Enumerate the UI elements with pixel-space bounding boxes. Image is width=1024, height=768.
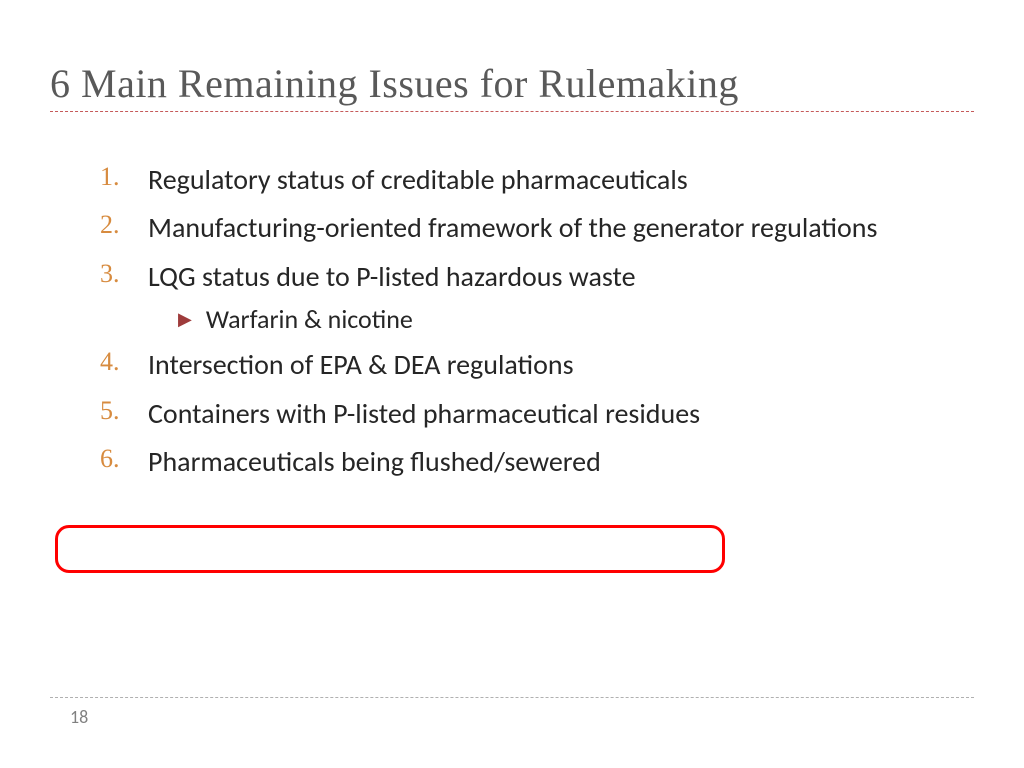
list-text: Pharmaceuticals being flushed/sewered — [148, 444, 974, 480]
list-number: 4. — [100, 347, 120, 377]
list-text: Intersection of EPA & DEA regulations — [148, 347, 974, 383]
list-number: 6. — [100, 444, 120, 474]
numbered-list: 1. Regulatory status of creditable pharm… — [50, 162, 974, 480]
list-number: 5. — [100, 396, 120, 426]
list-item: 5. Containers with P-listed pharmaceutic… — [118, 396, 974, 432]
sub-text: Warfarin & nicotine — [206, 303, 413, 335]
list-item: 6. Pharmaceuticals being flushed/sewered — [118, 444, 974, 480]
page-number: 18 — [70, 706, 88, 728]
list-item: 3. LQG status due to P-listed hazardous … — [118, 259, 974, 335]
triangle-bullet-icon: ▶ — [178, 308, 192, 330]
footer-divider — [50, 697, 974, 698]
title-underline — [50, 111, 974, 112]
list-text: LQG status due to P-listed hazardous was… — [148, 259, 974, 295]
list-number: 3. — [100, 259, 120, 289]
highlight-box — [55, 525, 725, 573]
list-item: 4. Intersection of EPA & DEA regulations — [118, 347, 974, 383]
list-text: Regulatory status of creditable pharmace… — [148, 162, 974, 198]
sub-item: ▶ Warfarin & nicotine — [178, 303, 974, 335]
list-text: Manufacturing-oriented framework of the … — [148, 210, 974, 246]
slide-title: 6 Main Remaining Issues for Rulemaking — [50, 60, 974, 107]
list-item: 1. Regulatory status of creditable pharm… — [118, 162, 974, 198]
list-number: 1. — [100, 162, 120, 192]
slide-container: 6 Main Remaining Issues for Rulemaking 1… — [0, 0, 1024, 768]
list-text: Containers with P-listed pharmaceutical … — [148, 396, 974, 432]
list-item: 2. Manufacturing-oriented framework of t… — [118, 210, 974, 246]
list-number: 2. — [100, 210, 120, 240]
